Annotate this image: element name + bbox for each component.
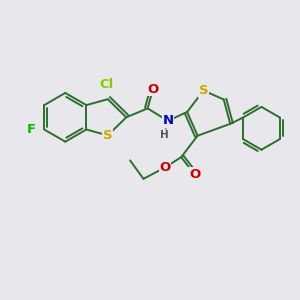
Text: O: O	[159, 161, 170, 174]
Text: O: O	[189, 168, 200, 181]
Text: O: O	[147, 82, 159, 96]
Text: F: F	[27, 123, 36, 136]
Text: S: S	[199, 84, 208, 97]
Text: N: N	[162, 114, 173, 128]
Text: Cl: Cl	[99, 78, 113, 92]
Text: S: S	[103, 129, 112, 142]
Text: H: H	[160, 130, 169, 140]
